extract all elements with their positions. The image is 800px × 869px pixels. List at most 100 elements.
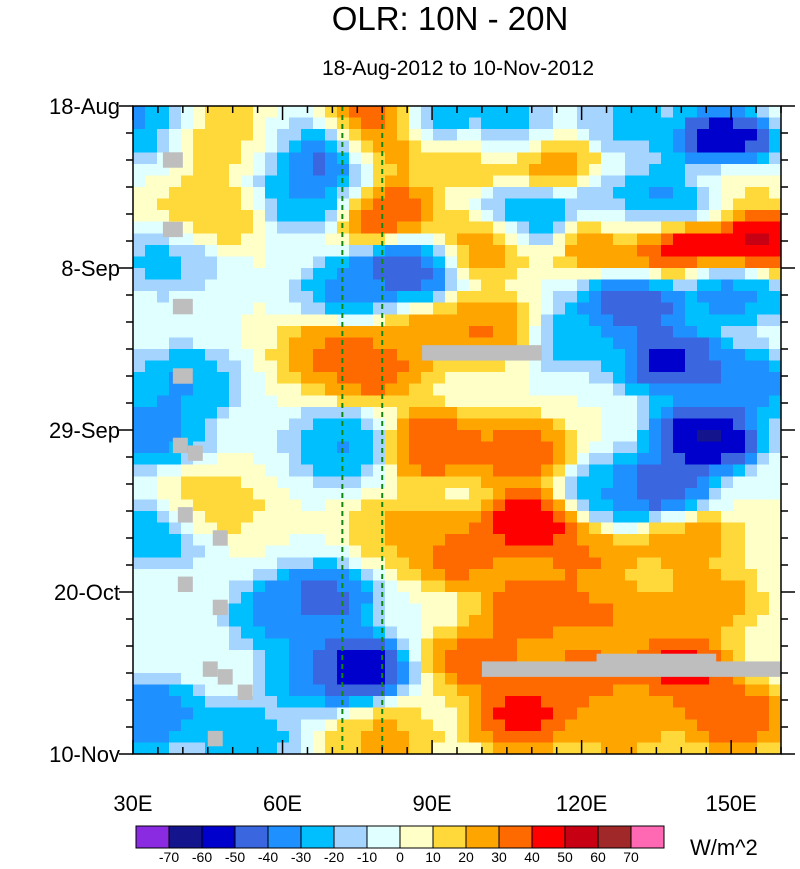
heatmap-cell xyxy=(673,684,686,697)
heatmap-cell xyxy=(685,221,698,234)
heatmap-cell xyxy=(589,233,602,246)
heatmap-cell xyxy=(613,522,626,535)
heatmap-cell xyxy=(301,557,314,570)
colorbar-label: 40 xyxy=(524,849,540,865)
heatmap-cell xyxy=(433,372,446,385)
heatmap-cell xyxy=(721,730,734,744)
heatmap-cell xyxy=(241,163,254,177)
heatmap-cell xyxy=(325,233,338,246)
heatmap-cell xyxy=(253,406,266,420)
heatmap-cell xyxy=(145,511,158,524)
heatmap-cell xyxy=(541,453,554,466)
heatmap-cell xyxy=(757,279,770,292)
heatmap-cell xyxy=(169,649,182,663)
heatmap-cell xyxy=(301,499,314,512)
heatmap-cell xyxy=(757,244,770,258)
heatmap-cell xyxy=(241,175,254,188)
heatmap-cell xyxy=(145,395,158,408)
heatmap-cell xyxy=(493,568,506,582)
heatmap-cell xyxy=(181,638,194,651)
heatmap-cell xyxy=(145,383,158,396)
heatmap-cell xyxy=(205,152,218,165)
heatmap-cell xyxy=(517,383,530,396)
heatmap-cell xyxy=(169,395,182,408)
heatmap-cell xyxy=(217,615,230,628)
heatmap-cell xyxy=(481,221,494,234)
heatmap-cell xyxy=(157,707,170,720)
heatmap-cell xyxy=(397,302,410,315)
heatmap-cell xyxy=(733,441,746,454)
heatmap-cell xyxy=(157,244,170,258)
heatmap-cell xyxy=(145,210,158,223)
heatmap-cell xyxy=(493,302,506,315)
heatmap-cell xyxy=(373,337,386,350)
heatmap-cell xyxy=(313,638,326,651)
heatmap-cell xyxy=(493,730,506,744)
heatmap-cell xyxy=(433,163,446,177)
heatmap-cell xyxy=(505,684,518,697)
heatmap-cell xyxy=(445,557,458,570)
heatmap-cell xyxy=(733,684,746,697)
heatmap-cell xyxy=(385,152,398,165)
heatmap-cell xyxy=(445,360,458,373)
heatmap-cell xyxy=(505,430,518,443)
heatmap-cell xyxy=(553,476,566,489)
heatmap-cell xyxy=(457,568,470,582)
heatmap-cell xyxy=(193,707,206,720)
heatmap-cell xyxy=(661,487,674,501)
heatmap-cell xyxy=(349,592,362,605)
heatmap-cell xyxy=(445,163,458,177)
heatmap-cell xyxy=(325,684,338,697)
colorbar-label: -40 xyxy=(258,849,278,865)
heatmap-cell xyxy=(637,244,650,258)
heatmap-cell xyxy=(421,545,434,558)
heatmap-cell xyxy=(613,696,626,709)
heatmap-cell xyxy=(349,221,362,234)
heatmap-cell xyxy=(469,522,482,535)
heatmap-cell xyxy=(349,441,362,454)
heatmap-cell xyxy=(349,603,362,616)
heatmap-cell xyxy=(493,233,506,246)
heatmap-cell xyxy=(265,244,278,258)
heatmap-cell xyxy=(349,210,362,223)
heatmap-cell xyxy=(301,140,314,153)
heatmap-cell xyxy=(181,314,194,327)
heatmap-cell xyxy=(709,638,722,651)
heatmap-cell xyxy=(169,696,182,709)
heatmap-cell xyxy=(205,511,218,524)
heatmap-cell xyxy=(337,117,350,130)
heatmap-cell xyxy=(685,163,698,177)
heatmap-cell xyxy=(529,487,542,501)
heatmap-cell xyxy=(373,372,386,385)
heatmap-cell xyxy=(673,615,686,628)
heatmap-cell xyxy=(157,106,170,119)
heatmap-cell xyxy=(301,464,314,477)
heatmap-cell xyxy=(397,592,410,605)
heatmap-cell xyxy=(757,464,770,477)
heatmap-cell xyxy=(397,117,410,130)
heatmap-cell xyxy=(445,152,458,165)
heatmap-cell xyxy=(193,372,206,385)
heatmap-cell xyxy=(757,511,770,524)
heatmap-cell xyxy=(709,418,722,431)
heatmap-cell xyxy=(313,198,326,211)
heatmap-cell xyxy=(313,256,326,269)
heatmap-cell xyxy=(313,580,326,593)
heatmap-cell xyxy=(577,360,590,373)
heatmap-cell xyxy=(721,302,734,315)
heatmap-cell xyxy=(433,557,446,570)
heatmap-cell xyxy=(181,476,194,489)
heatmap-cell xyxy=(325,129,338,142)
heatmap-cell xyxy=(493,707,506,720)
heatmap-cell xyxy=(709,360,722,373)
heatmap-cell xyxy=(649,476,662,489)
heatmap-cell xyxy=(769,499,781,512)
heatmap-cell xyxy=(769,534,781,547)
heatmap-cell xyxy=(145,244,158,258)
heatmap-cell xyxy=(133,244,146,258)
heatmap-cell xyxy=(145,707,158,720)
heatmap-cell xyxy=(241,337,254,350)
heatmap-cell xyxy=(625,568,638,582)
heatmap-cell xyxy=(289,430,302,443)
heatmap-cell xyxy=(205,464,218,477)
